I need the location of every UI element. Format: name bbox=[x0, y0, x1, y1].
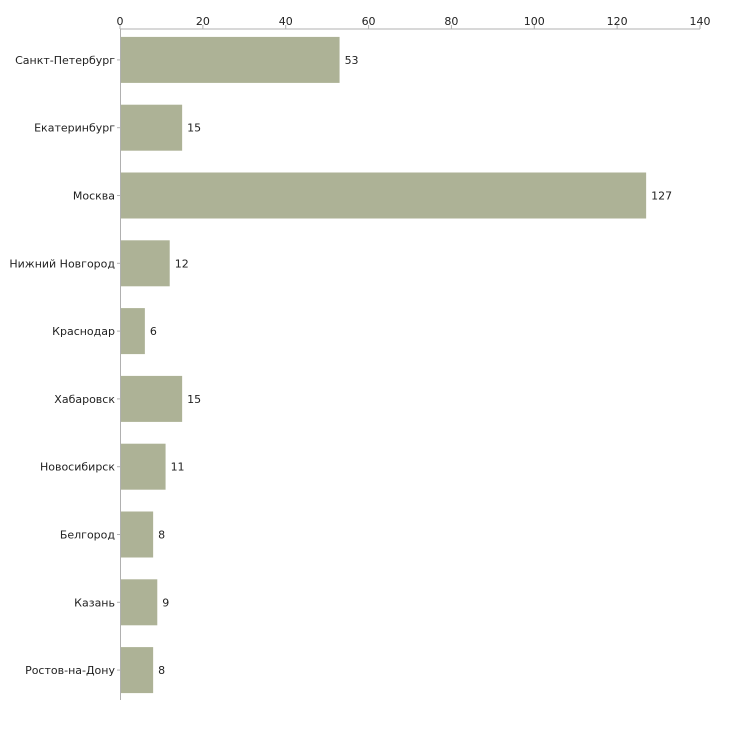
x-tick-label: 0 bbox=[117, 15, 124, 28]
category-label: Нижний Новгород bbox=[9, 257, 115, 270]
x-tick-label: 60 bbox=[362, 15, 376, 28]
bar bbox=[121, 511, 154, 558]
data-label: 127 bbox=[651, 190, 672, 203]
category-label: Новосибирск bbox=[40, 461, 115, 474]
category-label: Хабаровск bbox=[54, 393, 115, 406]
category-label: Казань bbox=[74, 596, 115, 609]
data-label: 53 bbox=[345, 54, 359, 67]
data-label: 8 bbox=[158, 664, 165, 677]
x-tick-label: 100 bbox=[524, 15, 545, 28]
labels: Санкт-Петербург 53 Екатеринбург 15 Москва 127… bbox=[9, 54, 672, 677]
bars bbox=[121, 36, 647, 694]
x-tick-label: 40 bbox=[279, 15, 293, 28]
bar bbox=[121, 579, 158, 626]
data-label: 6 bbox=[150, 325, 157, 338]
category-label: Краснодар bbox=[52, 325, 115, 338]
x-tick-label: 20 bbox=[196, 15, 210, 28]
bar bbox=[121, 172, 647, 219]
x-tick-label: 120 bbox=[607, 15, 628, 28]
bar bbox=[121, 36, 340, 83]
x-tick-label: 80 bbox=[444, 15, 458, 28]
data-label: 12 bbox=[175, 257, 189, 270]
bar bbox=[121, 240, 170, 287]
bar bbox=[121, 308, 145, 355]
bar bbox=[121, 647, 154, 694]
bar bbox=[121, 375, 183, 422]
data-label: 15 bbox=[187, 393, 201, 406]
x-axis: 0 20 40 60 80 100 120 140 bbox=[117, 15, 711, 700]
data-label: 11 bbox=[171, 461, 185, 474]
category-label: Санкт-Петербург bbox=[15, 54, 115, 67]
category-label: Ростов-на-Дону bbox=[25, 664, 115, 677]
category-label: Белгород bbox=[60, 529, 116, 542]
data-label: 9 bbox=[162, 596, 169, 609]
bar bbox=[121, 104, 183, 151]
category-label: Екатеринбург bbox=[34, 122, 115, 135]
data-label: 15 bbox=[187, 122, 201, 135]
category-label: Москва bbox=[73, 190, 115, 203]
bar bbox=[121, 443, 166, 490]
x-tick-label: 140 bbox=[690, 15, 711, 28]
data-label: 8 bbox=[158, 529, 165, 542]
